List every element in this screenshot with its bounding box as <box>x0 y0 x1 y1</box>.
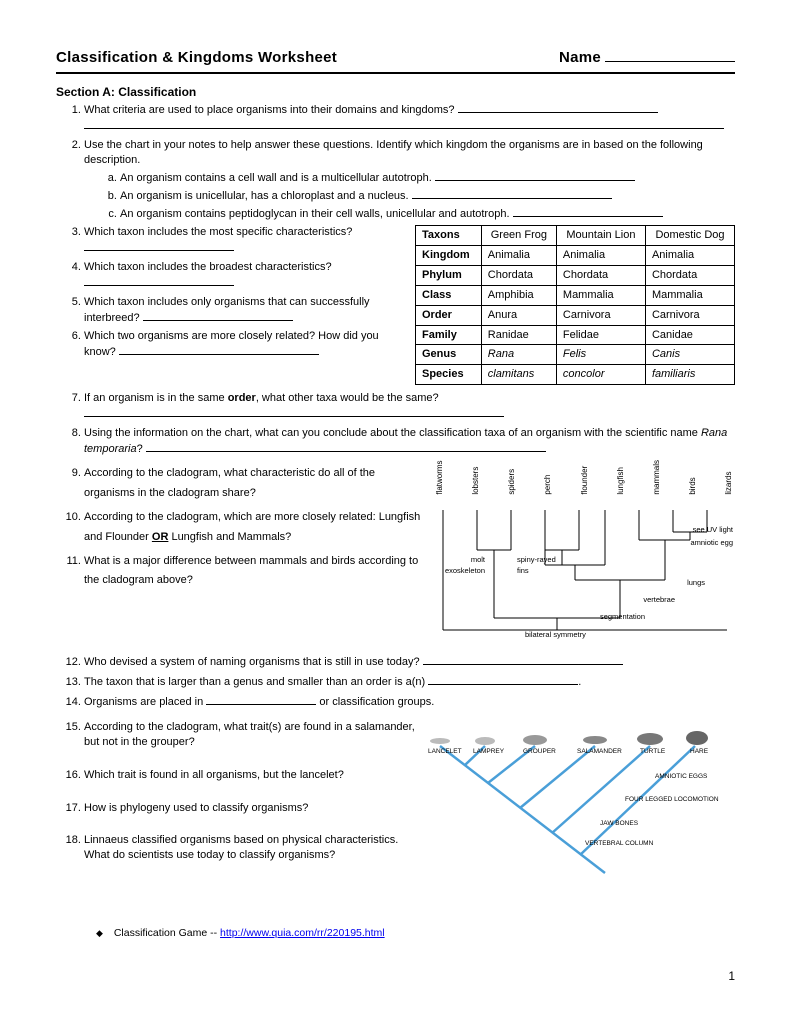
q12: Who devised a system of naming organisms… <box>84 654 735 670</box>
header-row: Classification & Kingdoms Worksheet Name <box>56 48 735 68</box>
blank-line[interactable] <box>428 674 578 685</box>
cladogram-1: flatworms lobsters spiders perch flounde… <box>435 460 735 640</box>
q14: Organisms are placed in or classificatio… <box>84 694 735 710</box>
section-a-heading: Section A: Classification <box>56 84 735 100</box>
taxons-table: Taxons Green Frog Mountain Lion Domestic… <box>415 225 735 385</box>
table-row: OrderAnuraCarnivoraCarnivora <box>416 305 735 325</box>
blank-line[interactable] <box>206 694 316 705</box>
blank-line[interactable] <box>84 275 234 286</box>
clad1-organism-labels: flatworms lobsters spiders perch flounde… <box>435 460 735 495</box>
table-row: GenusRanaFelisCanis <box>416 345 735 365</box>
q13: The taxon that is larger than a genus an… <box>84 674 735 690</box>
q2: Use the chart in your notes to help answ… <box>84 138 735 221</box>
classification-game-link: Classification Game -- http://www.quia.c… <box>96 926 735 940</box>
q2-sublist: An organism contains a cell wall and is … <box>84 170 735 222</box>
th: Domestic Dog <box>645 226 734 246</box>
q2a: An organism contains a cell wall and is … <box>120 170 735 186</box>
title-rule <box>56 72 735 74</box>
blank-line[interactable] <box>143 310 293 321</box>
th: Taxons <box>416 226 482 246</box>
worksheet-title: Classification & Kingdoms Worksheet <box>56 48 337 68</box>
name-field: Name <box>559 48 735 68</box>
blank-line[interactable] <box>435 170 635 181</box>
blank-line[interactable] <box>84 240 234 251</box>
blank-line[interactable] <box>423 654 623 665</box>
th: Mountain Lion <box>556 226 645 246</box>
page-number: 1 <box>728 968 735 984</box>
table-row: ClassAmphibiaMammaliaMammalia <box>416 285 735 305</box>
worksheet-page: Classification & Kingdoms Worksheet Name… <box>0 0 791 1024</box>
blank-line[interactable] <box>84 118 724 129</box>
table-row: Taxons Green Frog Mountain Lion Domestic… <box>416 226 735 246</box>
cladogram-2: LANCELET LAMPREY GROUPER SALAMANDER TURT… <box>425 718 735 878</box>
blank-line[interactable] <box>146 441 546 452</box>
q1: What criteria are used to place organism… <box>84 102 735 134</box>
table-row: Speciesclamitansconcolorfamiliaris <box>416 365 735 385</box>
blank-line[interactable] <box>412 188 612 199</box>
table-row: KingdomAnimaliaAnimaliaAnimalia <box>416 246 735 266</box>
q8: Using the information on the chart, what… <box>84 426 735 457</box>
table-row: PhylumChordataChordataChordata <box>416 266 735 286</box>
q2c: An organism contains peptidoglycan in th… <box>120 206 735 222</box>
q2b: An organism is unicellular, has a chloro… <box>120 188 735 204</box>
blank-line[interactable] <box>513 206 663 217</box>
blank-line[interactable] <box>458 102 658 113</box>
name-blank-line[interactable] <box>605 49 735 62</box>
question-list: What criteria are used to place organism… <box>56 102 735 863</box>
game-url-link[interactable]: http://www.quia.com/rr/220195.html <box>220 927 385 939</box>
blank-line[interactable] <box>119 344 319 355</box>
th: Green Frog <box>481 226 556 246</box>
blank-line[interactable] <box>84 406 504 417</box>
q7: If an organism is in the same order, wha… <box>84 391 735 422</box>
table-row: FamilyRanidaeFelidaeCanidae <box>416 325 735 345</box>
